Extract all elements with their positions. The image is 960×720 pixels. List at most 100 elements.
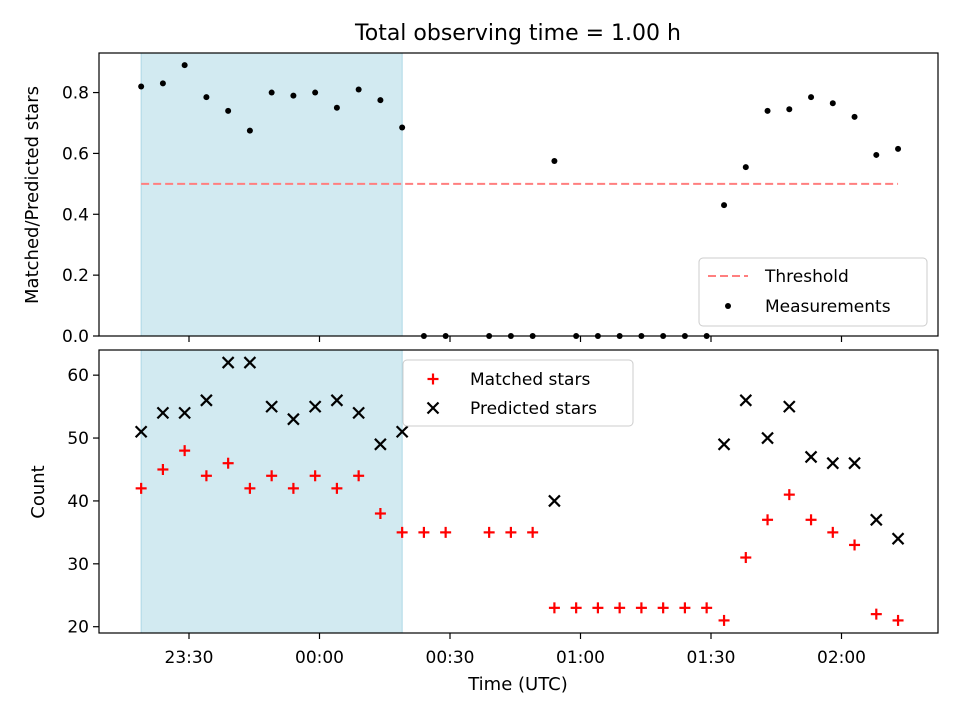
matched-stars-point xyxy=(266,470,278,482)
predicted-stars-point xyxy=(395,425,409,439)
matched-stars-point xyxy=(222,457,234,469)
ratio-y-axis-label: Matched/Predicted stars xyxy=(22,86,43,304)
matched-stars-point xyxy=(570,602,582,614)
matched-stars-point xyxy=(762,514,774,526)
matched-stars-point xyxy=(135,482,147,494)
measurement-point xyxy=(333,104,340,111)
chart-title: Total observing time = 1.00 h xyxy=(354,21,681,46)
predicted-stars-point xyxy=(330,394,344,407)
matched-stars-point xyxy=(679,602,691,614)
measurement-point xyxy=(290,92,297,99)
predicted-stars-point xyxy=(761,431,774,445)
matched-stars-point xyxy=(548,602,560,614)
ratio-panel-frame xyxy=(98,52,939,337)
measurement-point xyxy=(873,151,880,158)
x-axis-label: Time (UTC) xyxy=(467,674,568,695)
measurement-point xyxy=(159,80,166,87)
matched-stars-point xyxy=(701,602,713,614)
measurement-point xyxy=(181,62,188,69)
y-tick-label: 0.8 xyxy=(62,84,89,104)
matched-stars-point xyxy=(244,482,256,494)
measurement-point xyxy=(786,106,793,113)
ratio-legend xyxy=(698,257,928,327)
predicted-stars-point xyxy=(783,400,796,413)
predicted-stars-point xyxy=(804,450,818,464)
legend-threshold-label: Threshold xyxy=(764,267,849,287)
matched-stars-point xyxy=(505,526,517,538)
measurement-point xyxy=(138,83,145,90)
observing-window-shade xyxy=(140,52,403,337)
x-tick-label: 01:00 xyxy=(556,648,605,668)
y-tick-label: 20 xyxy=(67,618,89,638)
predicted-stars-point xyxy=(156,406,170,420)
measurement-point xyxy=(268,89,275,96)
matched-stars-point xyxy=(527,526,539,538)
measurement-point xyxy=(808,94,815,101)
y-tick-label: 60 xyxy=(67,366,89,386)
measurement-point xyxy=(721,202,728,209)
measurement-point xyxy=(312,89,319,96)
predicted-stars-point xyxy=(308,400,322,413)
predicted-stars-point xyxy=(826,456,840,470)
matched-stars-point xyxy=(179,445,191,457)
y-tick-label: 0.0 xyxy=(62,327,89,347)
predicted-stars-point xyxy=(374,438,387,451)
x-tick-label: 01:30 xyxy=(687,648,736,668)
legend-predicted-swatch xyxy=(426,401,440,415)
legend-measurements-label: Measurements xyxy=(765,297,891,317)
x-tick-label: 00:00 xyxy=(295,648,344,668)
predicted-stars-point xyxy=(200,394,213,407)
x-tick-label: 23:30 xyxy=(165,648,214,668)
measurement-point xyxy=(399,124,406,131)
matched-stars-point xyxy=(635,602,647,614)
matched-stars-point xyxy=(331,482,343,494)
matched-stars-point xyxy=(440,526,452,538)
matched-stars-point xyxy=(418,526,430,538)
predicted-stars-point xyxy=(243,356,257,369)
matched-stars-point xyxy=(827,526,839,538)
measurement-point xyxy=(895,145,902,152)
matched-stars-point xyxy=(483,526,495,538)
measurement-point xyxy=(203,94,210,101)
legend-measurements-swatch xyxy=(725,303,731,309)
predicted-stars-point xyxy=(739,394,753,407)
matched-stars-point xyxy=(849,539,861,551)
matched-stars-point xyxy=(783,489,795,501)
matched-stars-point xyxy=(892,614,904,626)
x-tick-label: 00:30 xyxy=(426,648,475,668)
y-tick-label: 40 xyxy=(67,492,89,512)
matched-stars-point xyxy=(287,482,299,494)
count-legend xyxy=(402,359,634,427)
predicted-stars-point xyxy=(178,406,191,420)
predicted-stars-point xyxy=(265,400,278,413)
matched-stars-point xyxy=(614,602,626,614)
count-y-axis-label: Count xyxy=(28,465,49,518)
predicted-stars-point xyxy=(548,494,561,508)
ratio-panel: 0.00.20.40.60.8 Matched/Predicted stars … xyxy=(22,52,939,347)
predicted-stars-point xyxy=(717,438,731,451)
matched-stars-point xyxy=(805,514,817,526)
y-tick-label: 0.2 xyxy=(62,266,89,286)
measurement-point xyxy=(742,164,749,171)
predicted-stars-point xyxy=(848,456,861,470)
matched-stars-point xyxy=(870,608,882,620)
matched-stars-point xyxy=(657,602,669,614)
measurement-point xyxy=(829,100,836,107)
x-tick-label: 02:00 xyxy=(817,648,866,668)
matched-stars-point xyxy=(353,470,365,482)
y-tick-label: 0.6 xyxy=(62,144,89,164)
predicted-stars-point xyxy=(352,406,365,420)
matched-stars-point xyxy=(374,508,386,520)
y-tick-label: 0.4 xyxy=(62,205,89,225)
measurement-point xyxy=(246,127,253,134)
matched-stars-point xyxy=(718,614,730,626)
y-tick-label: 50 xyxy=(67,429,89,449)
matched-stars-point xyxy=(157,463,169,475)
y-tick-label: 30 xyxy=(67,555,89,575)
count-panel: 20 30 40 50 60 23:30 00:00 00:30 01:00 01:30 02:0… xyxy=(28,349,939,695)
predicted-stars-point xyxy=(891,532,905,545)
measurement-point xyxy=(764,107,771,114)
measurement-point xyxy=(355,86,362,93)
measurement-point xyxy=(851,113,858,120)
